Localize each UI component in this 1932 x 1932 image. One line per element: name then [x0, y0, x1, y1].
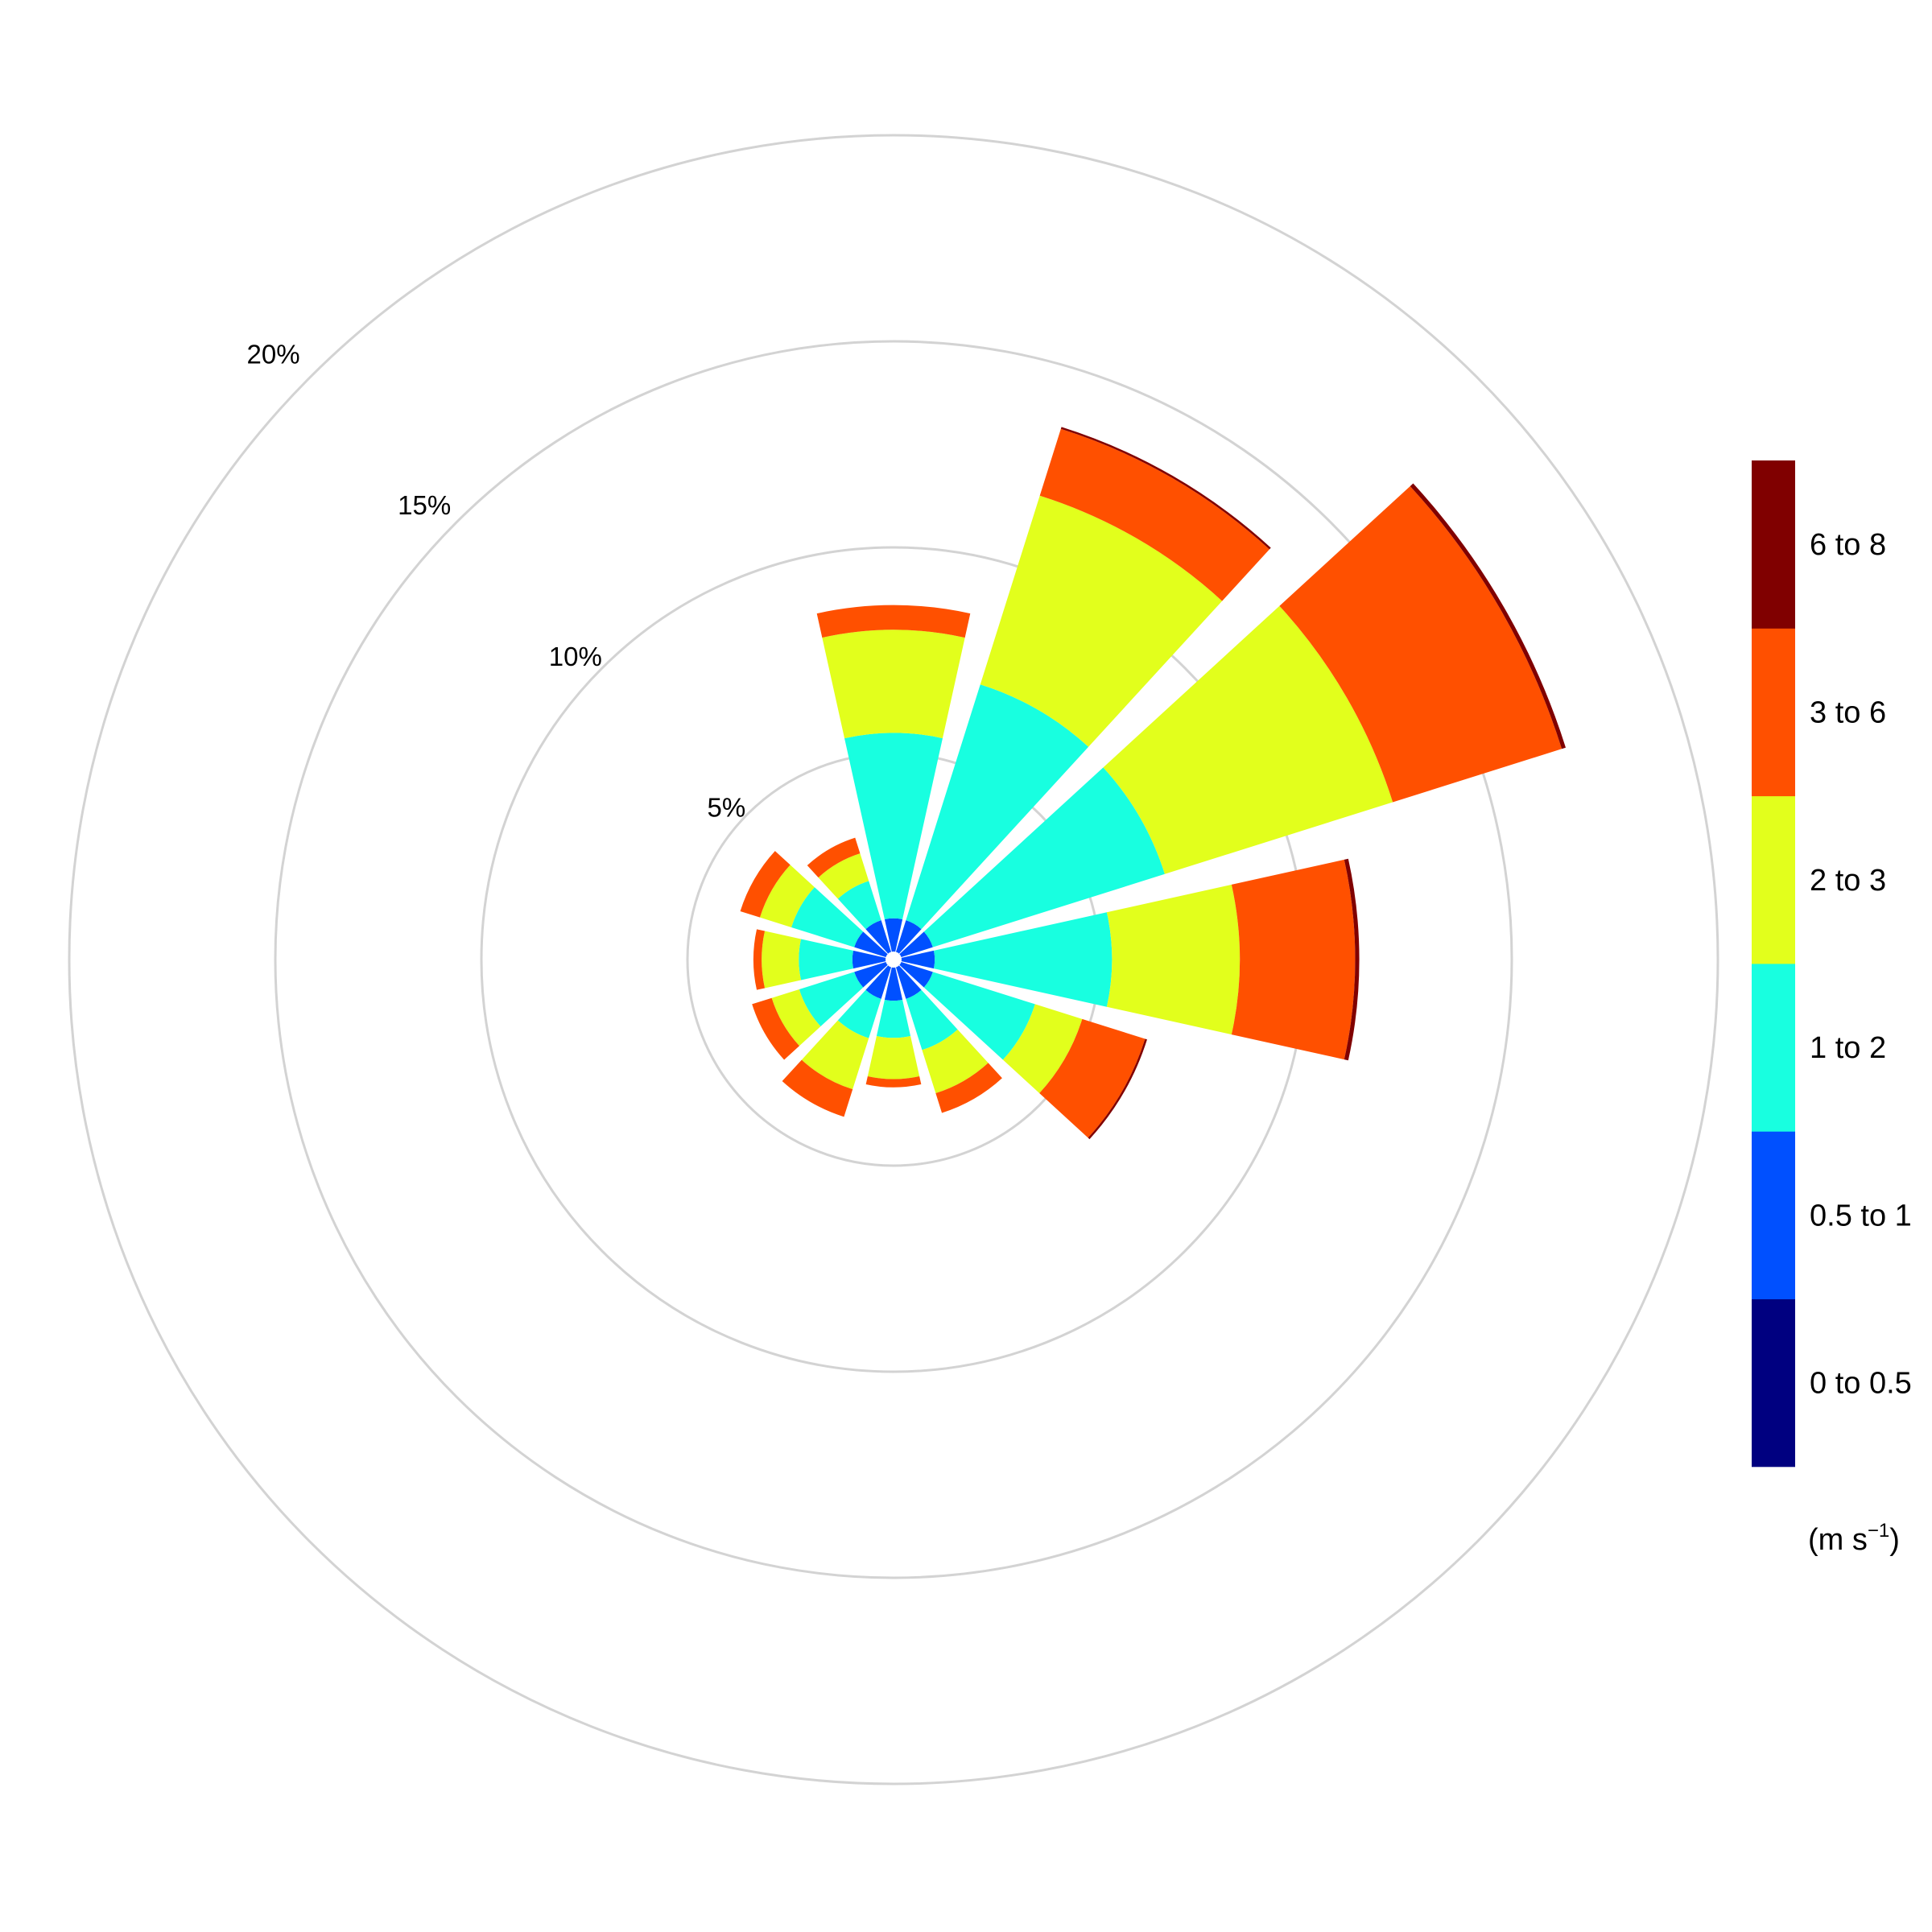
legend-swatch-3	[1752, 795, 1795, 964]
petal-300-segment-4	[740, 851, 791, 918]
petal-330	[807, 837, 894, 960]
petal-180-segment-4	[865, 1075, 922, 1088]
legend-swatch-4	[1752, 628, 1795, 797]
legend-swatch-2	[1752, 963, 1795, 1132]
petal-120-segment-2	[923, 972, 1035, 1060]
petal-240-segment-2	[799, 972, 864, 1027]
legend-swatch-1	[1752, 1131, 1795, 1299]
petal-150-segment-4	[935, 1063, 1002, 1113]
center-hole	[886, 952, 902, 968]
petal-90-segment-5	[1344, 858, 1360, 1061]
petal-270-segment-4	[753, 929, 766, 990]
petal-120-segment-1	[894, 960, 933, 988]
legend-unit-label: (m s−1)	[1808, 1520, 1900, 1557]
ring-labels: 5% 10% 15% 20%	[247, 340, 746, 823]
unit-label-pre: (m s	[1808, 1523, 1868, 1557]
petal-300-segment-3	[759, 865, 815, 927]
legend-label-5: 6 to 8	[1810, 528, 1886, 562]
petal-90	[894, 858, 1360, 1061]
petal-90-segment-3	[1106, 884, 1241, 1035]
petal-330-segment-1	[865, 920, 894, 959]
petal-30-segment-1	[894, 920, 922, 959]
legend-swatch-5	[1752, 460, 1795, 629]
petal-30-segment-2	[906, 684, 1089, 930]
ring-15	[274, 340, 1513, 1579]
legend-swatch-0	[1752, 1298, 1795, 1468]
petal-180-segment-1	[884, 961, 903, 1001]
unit-label-sup: −1	[1868, 1520, 1889, 1542]
petal-150-segment-3	[922, 1029, 989, 1094]
ring-label-20: 20%	[247, 340, 300, 369]
petal-270	[753, 929, 894, 990]
petal-0-segment-1	[884, 918, 903, 958]
petal-180	[865, 960, 922, 1088]
petal-330-segment-4	[807, 837, 861, 878]
petal-270-segment-1	[852, 950, 892, 969]
petal-120	[894, 960, 1147, 1140]
petal-0	[816, 605, 971, 960]
ring-label-10: 10%	[549, 642, 602, 671]
legend-label-4: 3 to 6	[1810, 696, 1886, 729]
legend-label-1: 0.5 to 1	[1810, 1199, 1912, 1232]
petal-120-segment-4	[1039, 1018, 1146, 1138]
legend-label-2: 1 to 2	[1810, 1031, 1886, 1065]
petal-300-segment-1	[854, 931, 893, 960]
petal-330-segment-3	[818, 853, 869, 899]
petal-210-segment-4	[782, 1059, 853, 1117]
legend-label-0: 0 to 0.5	[1810, 1367, 1912, 1401]
petal-240-segment-3	[771, 989, 821, 1046]
petal-300-segment-2	[791, 887, 864, 947]
petal-0-segment-3	[822, 630, 965, 739]
petal-30	[894, 427, 1271, 960]
petal-210-segment-2	[837, 989, 881, 1038]
petal-30-segment-3	[980, 495, 1223, 747]
petal-180-segment-3	[867, 1035, 920, 1080]
petal-270-segment-3	[762, 931, 802, 989]
petal-240	[752, 960, 894, 1060]
petal-210	[782, 960, 894, 1117]
petal-150-segment-1	[894, 960, 922, 999]
petal-240-segment-1	[854, 960, 893, 988]
unit-label-post: )	[1889, 1523, 1900, 1557]
ring-label-5: 5%	[708, 792, 746, 822]
petal-150	[894, 960, 1002, 1113]
wind-petals	[740, 427, 1566, 1140]
ring-20	[68, 134, 1719, 1785]
speed-legend: 0 to 0.5 0.5 to 1 1 to 2 2 to 3 3 to 6 6 to 8	[1752, 460, 1912, 1468]
petal-90-segment-1	[895, 950, 935, 969]
petal-330-segment-2	[837, 881, 881, 930]
petal-210-segment-3	[801, 1020, 869, 1090]
petal-60-segment-1	[894, 931, 933, 960]
petal-180-segment-2	[876, 999, 911, 1038]
petal-150-segment-2	[906, 989, 958, 1051]
petal-120-segment-3	[1002, 1004, 1083, 1094]
petal-210-segment-1	[865, 960, 894, 999]
petal-0-segment-4	[816, 605, 971, 638]
petal-30-segment-4	[1039, 428, 1269, 601]
petal-90-segment-4	[1231, 859, 1356, 1060]
legend-label-3: 2 to 3	[1810, 864, 1886, 898]
ring-label-15: 15%	[398, 490, 451, 520]
percentage-rings	[68, 134, 1719, 1785]
petal-60-segment-4	[1279, 485, 1563, 803]
petal-0-segment-2	[844, 733, 943, 920]
petal-270-segment-2	[799, 939, 854, 980]
petal-300	[740, 851, 894, 960]
petal-60-segment-2	[923, 767, 1165, 947]
petal-90-segment-2	[933, 912, 1113, 1007]
petal-60-segment-3	[1103, 605, 1393, 874]
petal-60	[894, 483, 1566, 960]
petal-240-segment-4	[752, 997, 799, 1060]
